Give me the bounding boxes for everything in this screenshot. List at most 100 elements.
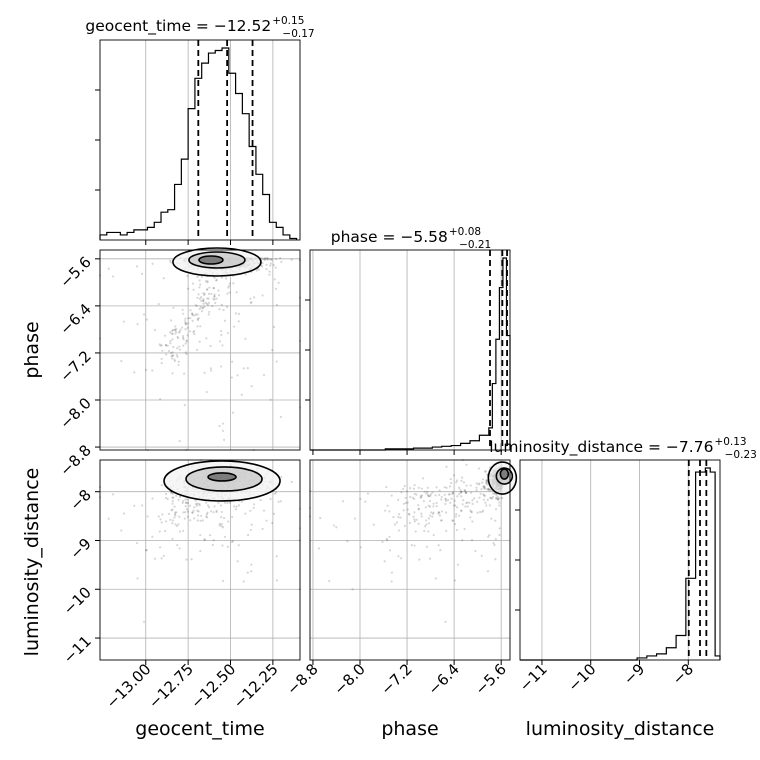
sample-point xyxy=(184,511,187,514)
sample-point xyxy=(438,489,441,492)
sample-point xyxy=(151,262,154,265)
sample-point xyxy=(187,317,190,320)
sample-point xyxy=(226,545,229,548)
sample-point xyxy=(185,339,188,342)
sample-point xyxy=(402,487,405,491)
sample-point xyxy=(460,509,463,512)
sample-point xyxy=(438,511,441,514)
sample-point xyxy=(458,493,461,496)
sample-point xyxy=(198,307,201,311)
sample-point xyxy=(242,367,245,370)
sample-point xyxy=(263,258,266,261)
sample-point xyxy=(290,480,293,484)
scatter-geocent_time-phase xyxy=(98,256,302,452)
sample-point xyxy=(417,522,420,525)
sample-point xyxy=(208,286,211,289)
x-tick-label-luminosity_distance: −11 xyxy=(516,660,551,695)
sample-point xyxy=(205,390,208,394)
sample-point xyxy=(160,344,163,347)
sample-point xyxy=(174,494,178,497)
sample-point xyxy=(169,331,172,334)
sample-point xyxy=(199,549,202,553)
sample-point xyxy=(432,511,435,514)
sample-point xyxy=(213,293,216,296)
sample-point xyxy=(168,259,172,262)
sample-point xyxy=(171,354,174,358)
sample-point xyxy=(197,510,200,513)
sample-point xyxy=(199,519,202,522)
sample-point xyxy=(176,347,179,350)
sample-point xyxy=(170,509,173,512)
sample-point xyxy=(501,497,504,500)
sample-point xyxy=(449,481,453,485)
sample-point xyxy=(390,494,393,497)
sample-point xyxy=(443,486,446,489)
sample-point xyxy=(465,501,468,505)
sample-point xyxy=(206,297,209,300)
sample-point xyxy=(170,355,173,358)
sample-point xyxy=(173,513,177,516)
sample-point xyxy=(181,501,184,504)
sample-point xyxy=(159,546,162,549)
sample-point xyxy=(220,276,223,279)
sample-point xyxy=(169,340,172,343)
sample-point xyxy=(486,570,490,573)
sample-point xyxy=(188,330,192,333)
sample-point xyxy=(461,503,464,506)
sample-point xyxy=(175,511,178,514)
sample-point xyxy=(194,304,197,307)
sample-point xyxy=(359,546,362,549)
sample-point xyxy=(261,265,264,268)
sample-point xyxy=(205,501,208,504)
sample-point xyxy=(237,504,241,507)
sample-point xyxy=(230,540,233,543)
sample-point xyxy=(174,325,177,328)
sample-point xyxy=(372,523,375,526)
sample-point xyxy=(490,496,493,500)
sample-point xyxy=(186,498,189,501)
sample-point xyxy=(200,275,204,278)
sample-point xyxy=(171,522,174,525)
sample-point xyxy=(491,495,495,498)
sample-point xyxy=(440,510,444,513)
sample-point xyxy=(461,539,464,542)
sample-point xyxy=(151,535,154,538)
sample-point xyxy=(177,360,180,363)
sample-point xyxy=(172,492,175,495)
sample-point xyxy=(452,504,456,507)
sample-point xyxy=(202,299,205,303)
sample-point xyxy=(420,496,423,499)
sample-point xyxy=(404,496,407,499)
sample-point xyxy=(171,537,174,540)
x-tick-label-phase: −8.0 xyxy=(330,660,368,698)
sample-point xyxy=(211,304,214,308)
sample-point xyxy=(268,258,271,261)
sample-point xyxy=(431,515,434,518)
sample-point xyxy=(444,620,447,623)
sample-point xyxy=(193,314,196,317)
sample-point xyxy=(409,487,412,490)
sample-point xyxy=(198,340,201,343)
sample-point xyxy=(173,359,177,363)
sample-point xyxy=(213,295,216,298)
sample-point xyxy=(265,519,268,522)
sample-point xyxy=(269,262,272,265)
sample-point xyxy=(459,491,462,494)
sample-point xyxy=(212,286,215,290)
sample-point xyxy=(453,579,457,582)
sample-point xyxy=(220,516,223,519)
sample-point xyxy=(277,500,280,503)
sample-point xyxy=(432,505,435,508)
sample-point xyxy=(215,510,218,514)
sample-point xyxy=(444,511,448,514)
sample-point xyxy=(198,502,201,505)
sample-point xyxy=(392,516,395,519)
sample-point xyxy=(272,325,276,329)
sample-point xyxy=(212,297,215,300)
sample-point xyxy=(498,497,501,500)
sample-point xyxy=(482,494,486,497)
sample-point xyxy=(445,529,448,533)
sample-point xyxy=(136,323,139,326)
sample-point xyxy=(437,511,440,514)
sample-point xyxy=(192,509,195,512)
